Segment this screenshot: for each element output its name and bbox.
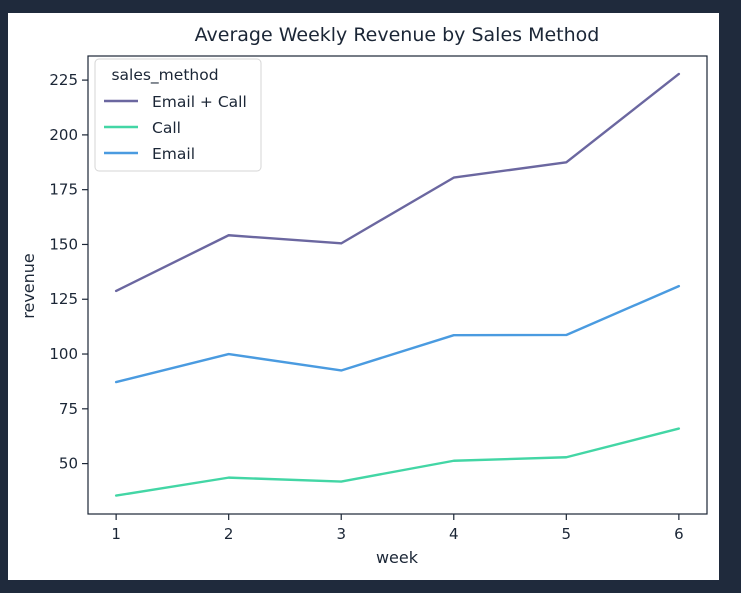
- legend-entries: Email + Call Call Email: [104, 93, 247, 163]
- x-axis-label: week: [376, 548, 419, 567]
- y-axis-ticks: 50 75 100 125 150 175 200 225: [49, 71, 88, 473]
- legend: sales_method Email + Call Call Email: [94, 58, 262, 172]
- x-axis-ticks: 1 2 3 4 5 6: [111, 514, 684, 543]
- legend-label-call: Call: [152, 119, 181, 137]
- y-tick-label: 100: [49, 345, 78, 363]
- x-tick-label: 4: [449, 525, 459, 543]
- legend-title: sales_method: [111, 66, 218, 85]
- legend-box: [94, 58, 262, 172]
- x-tick-label: 5: [562, 525, 572, 543]
- x-tick-label: 3: [336, 525, 346, 543]
- legend-label-email-call: Email + Call: [152, 93, 247, 111]
- y-axis-label: revenue: [19, 253, 38, 319]
- y-tick-label: 175: [49, 181, 78, 199]
- y-tick-label: 200: [49, 126, 78, 144]
- series-line-email: [114, 284, 681, 384]
- chart-panel: Average Weekly Revenue by Sales Method 1…: [8, 13, 719, 580]
- y-tick-label: 50: [59, 455, 78, 473]
- chart-title: Average Weekly Revenue by Sales Method: [195, 24, 600, 46]
- line-chart: Average Weekly Revenue by Sales Method 1…: [19, 24, 708, 567]
- y-tick-label: 225: [49, 71, 78, 89]
- y-tick-label: 125: [49, 290, 78, 308]
- plot-frame: [87, 55, 708, 515]
- series-lines: [114, 72, 681, 497]
- x-tick-label: 2: [224, 525, 234, 543]
- y-tick-label: 75: [59, 400, 78, 418]
- plot-area: [87, 55, 708, 515]
- series-line-email-call: [114, 72, 681, 293]
- x-tick-label: 1: [111, 525, 121, 543]
- y-tick-label: 150: [49, 235, 78, 253]
- series-line-call: [114, 427, 681, 497]
- x-tick-label: 6: [674, 525, 684, 543]
- legend-label-email: Email: [152, 145, 195, 163]
